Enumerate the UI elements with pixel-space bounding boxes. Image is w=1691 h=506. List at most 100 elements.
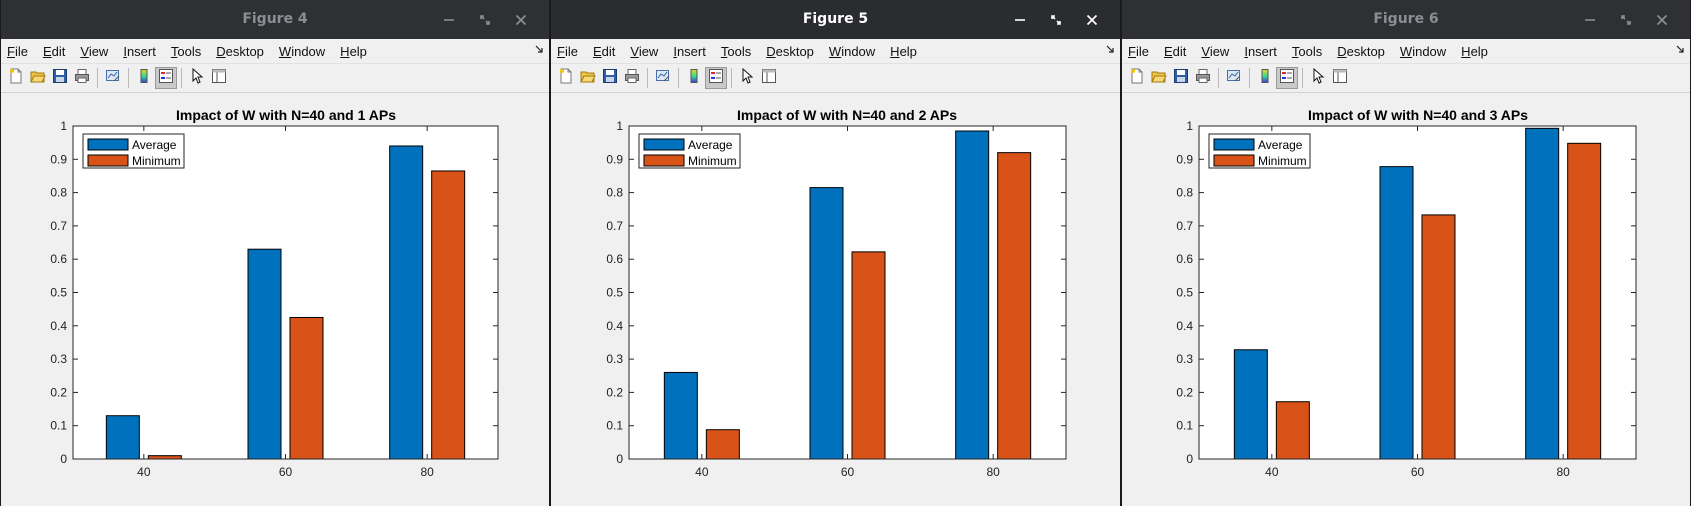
legend-button[interactable]: [705, 67, 727, 89]
y-tick-label: 0.5: [1176, 286, 1193, 300]
open-file-icon: [30, 68, 46, 89]
menu-item-file[interactable]: File: [557, 43, 578, 59]
legend[interactable]: Average Minimum: [82, 133, 185, 169]
x-tick-label: 80: [1556, 465, 1570, 479]
pointer-button[interactable]: [186, 67, 208, 89]
maximize-button[interactable]: [1608, 0, 1644, 39]
property-editor-button[interactable]: [758, 67, 780, 89]
menu-item-tools[interactable]: Tools: [170, 43, 202, 59]
save-button[interactable]: [49, 67, 71, 89]
menu-item-insert[interactable]: Insert: [123, 43, 156, 59]
x-tick-label: 60: [1411, 465, 1425, 479]
menu-item-desktop[interactable]: Desktop: [766, 43, 814, 59]
pointer-icon: [189, 67, 205, 89]
dock-arrow-icon[interactable]: [535, 45, 543, 56]
menu-item-window[interactable]: Window: [278, 43, 326, 59]
menu-item-help[interactable]: Help: [890, 43, 917, 59]
minimize-button[interactable]: [1572, 0, 1608, 39]
colorbar-button[interactable]: [133, 67, 155, 89]
menu-item-file[interactable]: File: [7, 43, 28, 59]
save-button[interactable]: [1170, 67, 1192, 89]
menu-item-insert[interactable]: Insert: [673, 43, 706, 59]
legend-icon: [158, 68, 174, 89]
link-plot-button[interactable]: [102, 67, 124, 89]
figure-canvas[interactable]: Impact of W with N=40 and 3 APs 0 0.1 0.2 0.…: [1122, 93, 1690, 506]
menu-item-tools[interactable]: Tools: [720, 43, 752, 59]
legend-label-minimum: Minimum: [688, 154, 737, 168]
bar-average-40: [663, 371, 698, 460]
close-button[interactable]: [503, 0, 539, 39]
property-editor-icon: [761, 68, 777, 89]
menu-item-help[interactable]: Help: [340, 43, 367, 59]
y-tick-label: 1: [60, 119, 67, 133]
window-titlebar[interactable]: Figure 5: [551, 0, 1120, 39]
print-button[interactable]: [71, 67, 93, 89]
minimize-button[interactable]: [1002, 0, 1038, 39]
menu-item-window[interactable]: Window: [1399, 43, 1447, 59]
menu-item-help[interactable]: Help: [1461, 43, 1488, 59]
save-button[interactable]: [599, 67, 621, 89]
window-titlebar[interactable]: Figure 4: [1, 0, 549, 39]
y-tick-label: 0.2: [1176, 385, 1193, 399]
pointer-button[interactable]: [1307, 67, 1329, 89]
open-file-button[interactable]: [577, 67, 599, 89]
menu-item-insert[interactable]: Insert: [1244, 43, 1277, 59]
pointer-button[interactable]: [736, 67, 758, 89]
legend-button[interactable]: [155, 67, 177, 89]
maximize-button[interactable]: [467, 0, 503, 39]
legend[interactable]: Average Minimum: [638, 133, 741, 169]
y-tick-label: 0.4: [50, 319, 67, 333]
colorbar-button[interactable]: [1254, 67, 1276, 89]
axes-box: [628, 125, 1067, 460]
new-figure-button[interactable]: [555, 67, 577, 89]
new-figure-button[interactable]: [5, 67, 27, 89]
print-button[interactable]: [621, 67, 643, 89]
x-tick-label: 60: [841, 465, 855, 479]
legend-button[interactable]: [1276, 67, 1298, 89]
colorbar-icon: [686, 68, 702, 89]
open-file-button[interactable]: [27, 67, 49, 89]
y-tick-label: 1: [616, 119, 623, 133]
menu-item-edit[interactable]: Edit: [592, 43, 616, 59]
property-editor-button[interactable]: [1329, 67, 1351, 89]
x-tick-label: 40: [695, 465, 709, 479]
link-plot-button[interactable]: [1223, 67, 1245, 89]
save-icon: [1173, 68, 1189, 89]
menu-item-view[interactable]: View: [630, 43, 659, 59]
print-button[interactable]: [1192, 67, 1214, 89]
property-editor-button[interactable]: [208, 67, 230, 89]
close-button[interactable]: [1074, 0, 1110, 39]
dock-arrow-icon[interactable]: [1106, 45, 1114, 56]
menu-item-desktop[interactable]: Desktop: [1337, 43, 1385, 59]
new-figure-button[interactable]: [1126, 67, 1148, 89]
menu-item-edit[interactable]: Edit: [42, 43, 66, 59]
menu-bar: File Edit View Insert Tools Desktop Window Help: [1122, 39, 1690, 64]
legend-label-average: Average: [688, 138, 733, 152]
link-plot-button[interactable]: [652, 67, 674, 89]
y-tick-label: 0.3: [50, 352, 67, 366]
maximize-button[interactable]: [1038, 0, 1074, 39]
figure-canvas[interactable]: Impact of W with N=40 and 2 APs 0 0.1 0.2 0.…: [551, 93, 1120, 506]
menu-item-file[interactable]: File: [1128, 43, 1149, 59]
dock-arrow-icon[interactable]: [1676, 45, 1684, 56]
figure-window: Figure 6 File Edit View Insert Tools Desktop Wi…: [1121, 0, 1691, 506]
menu-item-view[interactable]: View: [80, 43, 109, 59]
open-file-button[interactable]: [1148, 67, 1170, 89]
close-button[interactable]: [1644, 0, 1680, 39]
window-titlebar[interactable]: Figure 6: [1122, 0, 1690, 39]
print-icon: [74, 68, 90, 89]
legend[interactable]: Average Minimum: [1208, 133, 1311, 169]
menu-item-window[interactable]: Window: [828, 43, 876, 59]
menu-item-view[interactable]: View: [1201, 43, 1230, 59]
bar-chart: Impact of W with N=40 and 1 APs 0 0.1 0.2 0.…: [50, 107, 499, 479]
figure-canvas[interactable]: Impact of W with N=40 and 1 APs 0 0.1 0.2 0.…: [1, 93, 549, 506]
colorbar-button[interactable]: [683, 67, 705, 89]
minimize-button[interactable]: [431, 0, 467, 39]
menu-item-desktop[interactable]: Desktop: [216, 43, 264, 59]
bar-minimum-40: [705, 429, 740, 460]
axes-box: [72, 125, 499, 460]
menu-item-edit[interactable]: Edit: [1163, 43, 1187, 59]
menu-item-tools[interactable]: Tools: [1291, 43, 1323, 59]
y-tick-label: 0.6: [50, 252, 67, 266]
toolbar-separator: [1218, 68, 1219, 88]
